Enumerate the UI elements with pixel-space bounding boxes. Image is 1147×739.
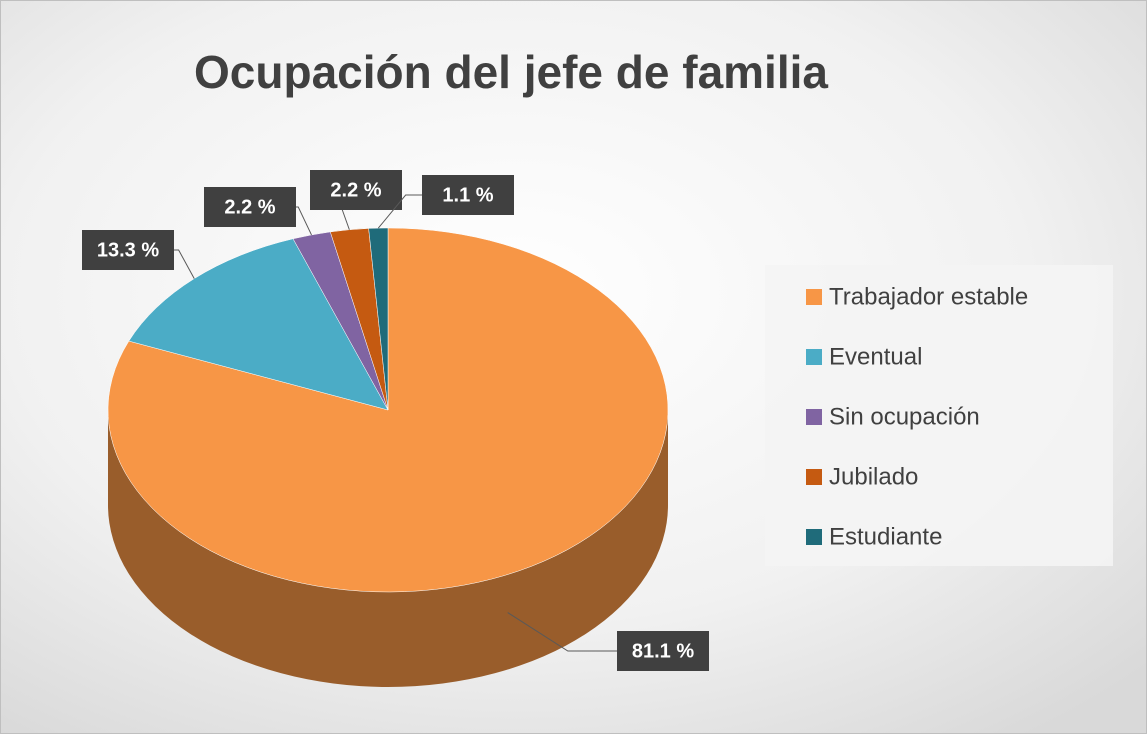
data-label-box [617,631,709,671]
data-label: 13.3 % [97,239,159,261]
data-label: 1.1 % [442,184,493,206]
data-label: 81.1 % [632,640,694,662]
pie-side [108,410,668,687]
chart-title: Ocupación del jefe de familia [194,46,828,98]
legend-label: Jubilado [829,463,918,490]
legend-label: Sin ocupación [829,403,980,430]
legend-box [765,265,1113,566]
legend-label: Eventual [829,343,922,370]
data-label-box [82,230,174,270]
data-label-box [310,170,402,210]
data-label: 2.2 % [330,179,381,201]
data-label-box [422,175,514,215]
legend-swatch [806,409,822,425]
data-label-box [204,187,296,227]
legend-label: Estudiante [829,523,942,550]
pie-slice [128,238,389,411]
legend-swatch [806,349,822,365]
data-label: 2.2 % [224,196,275,218]
pie-slice [107,227,669,593]
leader-line [507,612,628,652]
legend-swatch [806,529,822,545]
legend-label: Trabajador estable [829,283,1028,310]
legend-swatch [806,469,822,485]
legend-swatch [806,289,822,305]
